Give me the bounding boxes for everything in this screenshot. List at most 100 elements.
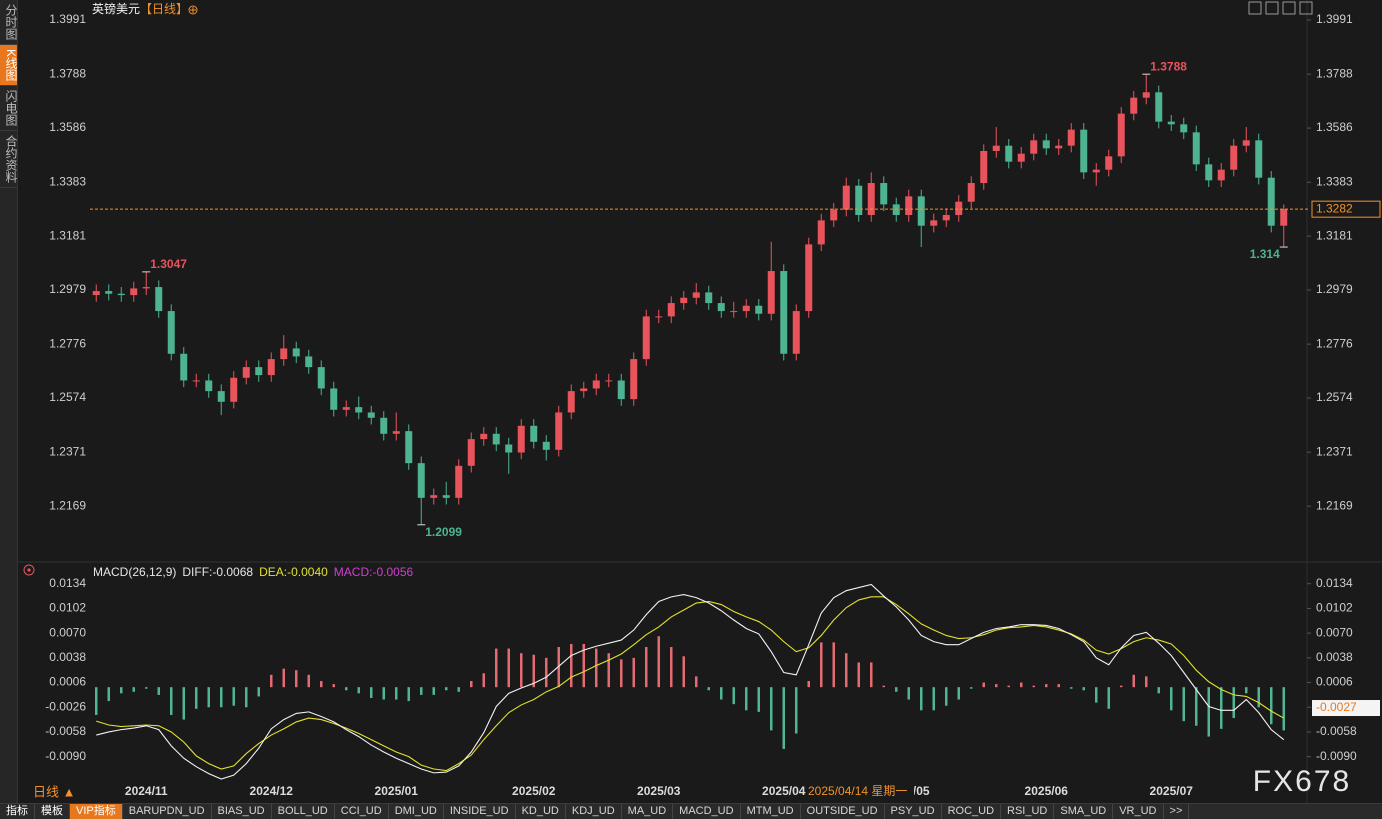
macd-bar (407, 687, 410, 702)
toolbar-button[interactable]: BIAS_UD (212, 804, 272, 819)
macd-bar (932, 687, 935, 711)
toolbar-button[interactable]: MACD_UD (673, 804, 741, 819)
toolbar-button[interactable]: DMI_UD (389, 804, 444, 819)
candle-body (1017, 153, 1025, 162)
macd-bar (695, 676, 698, 688)
y-tick-label-right: -0.0090 (1316, 749, 1357, 763)
candle-body (1055, 145, 1063, 149)
candle-body (930, 220, 938, 226)
macd-bar (1282, 687, 1285, 731)
candle-body (1030, 140, 1038, 154)
x-tick-label: /05 (913, 784, 930, 798)
x-tick-label: 2025/06 (1025, 784, 1069, 798)
control-button[interactable] (1299, 1, 1313, 15)
toolbar-button[interactable]: INSIDE_UD (444, 804, 516, 819)
macd-bar (270, 674, 273, 688)
extreme-label: 1.3047 (150, 257, 187, 271)
period-switch[interactable]: 日线 ▲ (33, 784, 75, 799)
macd-bar (132, 687, 135, 692)
macd-bar (907, 687, 910, 700)
control-button[interactable] (1282, 1, 1296, 15)
candle-body (380, 417, 388, 434)
toolbar-button[interactable]: >> (1164, 804, 1190, 819)
macd-bar (545, 657, 548, 688)
candle-body (767, 271, 775, 314)
candle-body (192, 380, 200, 382)
macd-bar (1057, 684, 1060, 688)
indicator-title: MACD(26,12,9) (93, 565, 176, 579)
x-tick-label: 2025/01 (375, 784, 419, 798)
y-tick-label: -0.0090 (45, 749, 86, 763)
candle-body (592, 380, 600, 389)
toolbar-button[interactable]: RSI_UD (1001, 804, 1055, 819)
macd-bar (632, 657, 635, 688)
macd-bar (120, 687, 123, 694)
side-tab[interactable]: 闪电图 (0, 86, 18, 132)
icon-plus (190, 7, 196, 13)
crosshair-date-bg (806, 784, 914, 800)
side-tab-active[interactable]: K线图 (0, 45, 18, 87)
candle-body (605, 380, 613, 382)
x-tick-label: 2025/04 (762, 784, 806, 798)
y-tick-label-right: 1.3788 (1316, 66, 1353, 80)
icon-circle (23, 564, 35, 576)
macd-bar (920, 687, 923, 711)
candle-body (542, 441, 550, 450)
add-icon[interactable] (188, 5, 198, 15)
toolbar-button[interactable]: ROC_UD (942, 804, 1002, 819)
toolbar-button[interactable]: SMA_UD (1054, 804, 1114, 819)
candle-body (430, 495, 438, 498)
candle-body (1042, 140, 1050, 149)
macd-bar (945, 687, 948, 706)
macd-bar (95, 687, 98, 715)
control-button[interactable] (1248, 1, 1262, 15)
macd-bar (670, 647, 673, 688)
toolbar-button[interactable]: PSY_UD (885, 804, 942, 819)
legend-entry: DEA:-0.0040 (259, 565, 328, 579)
icon-dot (27, 568, 31, 572)
macd-bar (1232, 687, 1235, 719)
toolbar-button[interactable]: 指标 (0, 804, 35, 819)
macd-bar (482, 673, 485, 688)
side-tab[interactable]: 分时图 (0, 0, 18, 45)
candle-body (667, 303, 675, 317)
y-tick-label-right: 1.2371 (1316, 444, 1353, 458)
toolbar-button[interactable]: MTM_UD (741, 804, 801, 819)
x-tick-label: 2024/12 (250, 784, 294, 798)
macd-bar (970, 687, 973, 689)
toolbar-button[interactable]: VR_UD (1113, 804, 1164, 819)
toolbar-button[interactable]: 模板 (35, 804, 70, 819)
toolbar-button[interactable]: OUTSIDE_UD (801, 804, 885, 819)
macd-bar (857, 662, 860, 688)
y-tick-label-right: 0.0038 (1316, 650, 1353, 664)
candle-body (530, 425, 538, 442)
macd-bar (395, 687, 398, 700)
macd-bar (532, 654, 535, 688)
candle-body (1255, 140, 1263, 178)
y-tick-label-right: 1.2169 (1316, 498, 1353, 512)
control-button[interactable] (1265, 1, 1279, 15)
y-tick-label: 0.0070 (49, 625, 86, 639)
candle-body (580, 388, 588, 392)
candle-body (492, 433, 500, 445)
side-tab[interactable]: 合约资料 (0, 131, 18, 189)
legend-entry: DIFF:-0.0068 (182, 565, 253, 579)
chart-header: 英镑美元【日线】 (92, 1, 188, 16)
toolbar-button[interactable]: BOLL_UD (272, 804, 335, 819)
candle-body (967, 183, 975, 202)
macd-bar (357, 687, 360, 694)
toolbar-button-active[interactable]: VIP指标 (70, 804, 123, 819)
toolbar-button[interactable]: BARUPDN_UD (123, 804, 212, 819)
toolbar-button[interactable]: KD_UD (516, 804, 566, 819)
y-tick-label: 0.0038 (49, 650, 86, 664)
toolbar-button[interactable]: MA_UD (622, 804, 674, 819)
candle-body (1180, 124, 1188, 133)
candle-body (1167, 121, 1175, 125)
macd-bar (145, 687, 148, 689)
macd-bar (1032, 685, 1035, 688)
toolbar-button[interactable]: CCI_UD (335, 804, 389, 819)
toolbar-button[interactable]: KDJ_UD (566, 804, 622, 819)
macd-bar (645, 647, 648, 688)
indicator-settings[interactable] (23, 564, 35, 576)
y-tick-label: 1.2776 (49, 336, 86, 350)
